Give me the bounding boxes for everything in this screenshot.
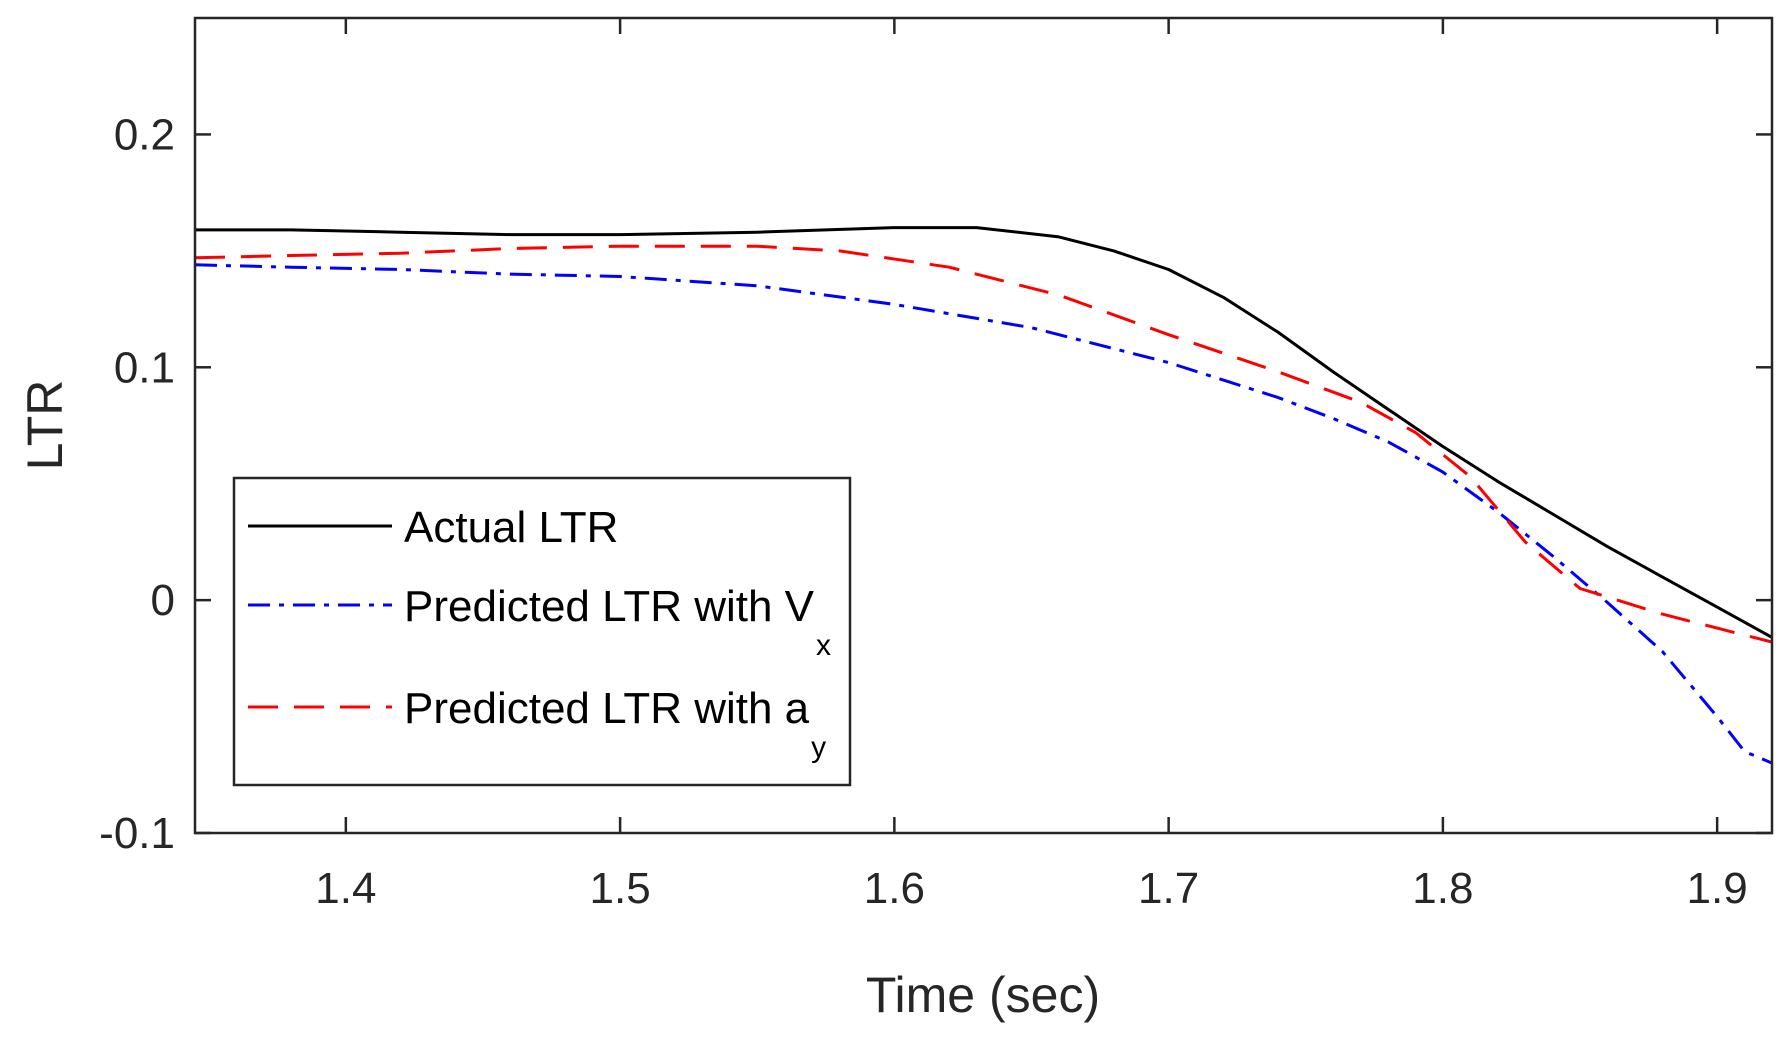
- x-tick-label-5: 1.9: [1687, 864, 1748, 913]
- legend-label-0: Actual LTR: [404, 503, 618, 552]
- x-axis-title: Time (sec): [866, 967, 1100, 1023]
- legend-label-1: Predicted LTR with Vx: [404, 582, 831, 662]
- x-tick-label-1: 1.5: [590, 864, 651, 913]
- x-tick-label-4: 1.8: [1412, 864, 1473, 913]
- y-tick-label-3: 0.2: [114, 110, 175, 159]
- series-line-2: [194, 244, 1773, 644]
- legend-box: [232, 476, 852, 787]
- y-tick-label-1: 0: [151, 576, 175, 625]
- y-axis-title: LTR: [17, 380, 73, 471]
- x-tick-label-3: 1.7: [1138, 864, 1199, 913]
- series-line-0: [195, 226, 1773, 639]
- legend-label-2: Predicted LTR with ay: [404, 684, 826, 764]
- plot-frame: [193, 16, 1774, 835]
- ticks-layer: 1.4 1.5 1.6 1.7 1.8 1.9 -0.1 0 0.1 0.2: [99, 18, 1772, 913]
- series-line-1: [194, 263, 1773, 765]
- y-tick-label-0: -0.1: [99, 809, 175, 858]
- y-tick-label-2: 0.1: [114, 343, 175, 392]
- series-layer: [194, 226, 1773, 765]
- x-tick-label-2: 1.6: [864, 864, 925, 913]
- legend: Actual LTR Predicted LTR with Vx Predicted…: [232, 476, 852, 787]
- x-tick-label-0: 1.4: [315, 864, 376, 913]
